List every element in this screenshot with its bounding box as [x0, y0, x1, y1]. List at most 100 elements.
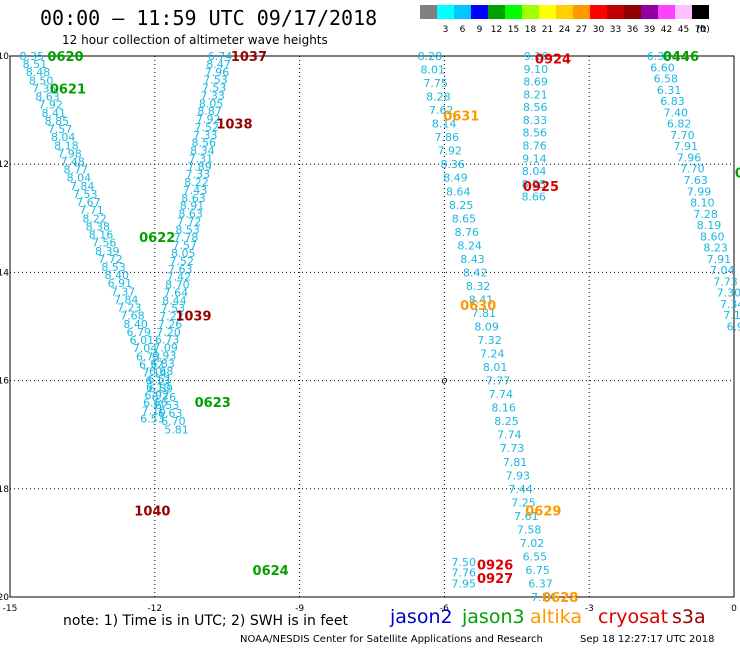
wave-height-value: 6.74: [208, 50, 233, 63]
wave-height-value: 9.10: [524, 63, 549, 76]
wave-height-value: 8.23: [703, 242, 728, 255]
y-tick-label: -14: [0, 268, 9, 278]
wave-height-value: 7.75: [423, 77, 448, 90]
wave-height-value: 8.41: [42, 107, 67, 120]
wave-height-value: 7.91: [673, 140, 698, 153]
wave-height-value: 6.58: [654, 73, 679, 86]
wave-height-value: 8.63: [35, 91, 60, 104]
colorbar-label: 42: [661, 25, 672, 35]
legend-s3a: s3a: [672, 606, 706, 628]
wave-height-value: 8.51: [23, 58, 48, 71]
colorbar-swatch: [420, 5, 437, 19]
wave-height-value: 8.53: [101, 261, 126, 274]
wave-height-value: 6.98: [727, 321, 740, 334]
pass-label-jason3: 0446: [663, 50, 699, 65]
wave-height-value: 7.33: [200, 89, 225, 102]
wave-height-value: 7.72: [177, 215, 202, 228]
wave-height-value: 8.76: [455, 226, 480, 239]
wave-height-value: 6.82: [667, 118, 692, 131]
pass-label-cryosat: 0927: [477, 572, 513, 587]
wave-height-value: 6.92: [145, 389, 170, 402]
x-tick-label: 0: [731, 604, 737, 614]
track-mark: o: [441, 376, 447, 387]
wave-height-value: 7.04: [710, 264, 735, 277]
wave-height-value: 7.58: [517, 523, 542, 536]
colorbar-swatch: [658, 5, 675, 19]
wave-height-value: 6.91: [108, 277, 133, 290]
wave-height-value: 8.49: [443, 172, 468, 185]
wave-height-value: 8.34: [190, 145, 215, 158]
wave-height-value: 8.16: [491, 402, 516, 415]
wave-height-value: 8.47: [206, 58, 231, 71]
wave-height-value: 7.64: [164, 286, 189, 299]
wave-height-value: 8.28: [418, 50, 443, 63]
x-tick-label: -6: [440, 604, 449, 614]
pass-label-s3a: 1037: [231, 50, 267, 65]
colorbar-swatch: [556, 5, 573, 19]
wave-height-value: 7.33: [186, 168, 211, 181]
wave-height-value: 7.73: [500, 442, 525, 455]
wave-height-value: 8.64: [446, 185, 471, 198]
footer-credit: NOAA/NESDIS Center for Satellite Applica…: [240, 634, 543, 645]
wave-height-value: 7.52: [170, 255, 195, 268]
wave-height-value: 7.31: [189, 152, 214, 165]
wave-height-value: 6.60: [650, 61, 675, 74]
wave-height-value: 7.63: [168, 263, 193, 276]
pass-label-altika: 0630: [460, 299, 496, 314]
wave-height-value: 7.57: [48, 123, 73, 136]
map-frame: [9, 55, 735, 598]
wave-height-value: 8.22: [184, 176, 209, 189]
colorbar-label: 6: [460, 25, 466, 35]
wave-height-value: 6.76: [152, 391, 177, 404]
wave-height-value: 8.63: [178, 208, 203, 221]
wave-height-value: 7.16: [142, 405, 167, 418]
wave-height-value: 7.91: [707, 253, 732, 266]
colorbar-swatch: [488, 5, 505, 19]
wave-height-value: 7.74: [489, 388, 514, 401]
wave-height-value: 8.36: [440, 158, 465, 171]
wave-height-value: 8.65: [452, 212, 477, 225]
x-tick-label: -3: [585, 604, 594, 614]
units-note: note: 1) Time is in UTC; 2) SWH is in fe…: [63, 613, 349, 629]
wave-height-value: 8.41: [469, 293, 494, 306]
wave-height-value: 7.95: [451, 577, 476, 590]
wave-height-value: 7.76: [451, 567, 476, 580]
wave-height-value: 6.31: [657, 84, 682, 97]
wave-height-value: 8.63: [181, 192, 206, 205]
page-subtitle: 12 hour collection of altimeter wave hei…: [62, 33, 328, 47]
pass-label-jason3: 0624: [253, 564, 289, 579]
wave-height-value: 6.55: [523, 550, 548, 563]
legend-altika: altika: [530, 606, 582, 628]
wave-height-value: 7.43: [183, 184, 208, 197]
pass-label-s3a: 1038: [216, 118, 252, 133]
colorbar-unit: (ft): [696, 25, 710, 35]
wave-height-value: 7.99: [687, 185, 712, 198]
pass-label-jason3: 0623: [195, 396, 231, 411]
wave-height-value: 8.05: [171, 247, 196, 260]
wave-height-value: 6.73: [155, 334, 180, 347]
wave-height-value: 6.63: [158, 407, 183, 420]
legend-jason3: jason3: [462, 606, 525, 628]
wave-height-value: 6.10: [146, 381, 171, 394]
wave-height-value: 7.92: [196, 113, 221, 126]
wave-height-value: 6.83: [150, 357, 175, 370]
wave-height-value: 6.66: [143, 397, 168, 410]
wave-height-value: 8.33: [523, 114, 548, 127]
y-tick-label: -20: [0, 593, 9, 603]
wave-height-value: 8.28: [426, 91, 451, 104]
colorbar-legend: 3 6 9 12 15 18 21 24 27 30 33 36 39 42 45 70(ft): [420, 5, 710, 35]
colorbar-swatch: [471, 5, 488, 19]
wave-height-value: 7.33: [193, 129, 218, 142]
wave-height-value: 8.10: [690, 197, 715, 210]
wave-height-value: 6.83: [660, 95, 685, 108]
wave-height-value: 7.56: [92, 237, 117, 250]
wave-height-value: 8.44: [162, 294, 187, 307]
wave-height-value: 7.52: [194, 121, 219, 134]
colorbar-label: 24: [559, 25, 571, 35]
wave-height-value: 7.48: [60, 155, 85, 168]
wave-height-value: 7.25: [511, 496, 536, 509]
colorbar-swatch: [454, 5, 471, 19]
wave-height-value: 7.37: [111, 285, 136, 298]
wave-height-value: 7.35: [32, 82, 57, 95]
